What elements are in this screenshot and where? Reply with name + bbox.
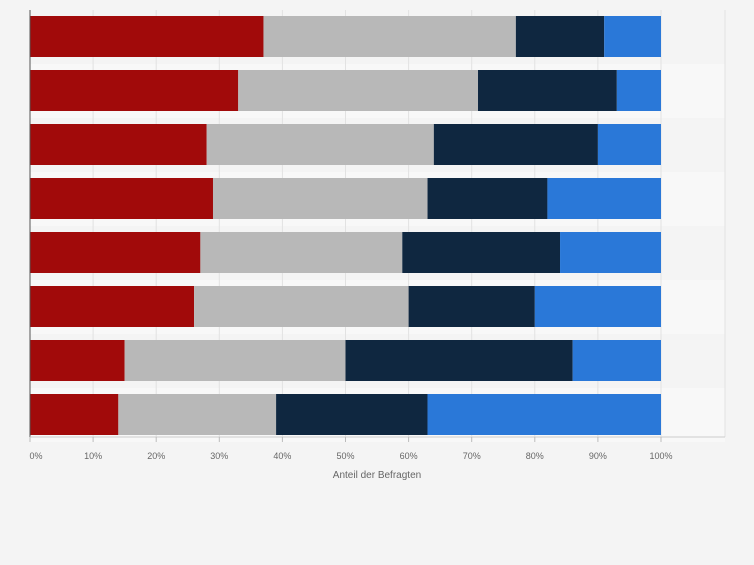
x-tick-label: 50% <box>336 451 354 461</box>
x-tick-label: 100% <box>649 451 672 461</box>
bar-segment-row6-series2 <box>194 286 409 327</box>
bar-segment-row2-series3 <box>478 70 617 111</box>
bar-segment-row1-series3 <box>515 16 605 57</box>
x-tick-label: 40% <box>273 451 291 461</box>
bar-segment-row4-series3 <box>427 178 548 219</box>
x-tick-labels: 0% 10% 20% 30% 40% 50% 60% 70% 80% 90% 100% <box>29 451 672 461</box>
x-tick-label: 0% <box>29 451 42 461</box>
bar-segment-row4-series4 <box>547 178 661 219</box>
bar-segment-row7-series3 <box>345 340 573 381</box>
x-tick-label: 80% <box>526 451 544 461</box>
bar-segment-row3-series1 <box>30 124 207 165</box>
bar-segment-row7-series4 <box>572 340 661 381</box>
x-tick-label: 30% <box>210 451 228 461</box>
bar-segment-row1-series4 <box>604 16 661 57</box>
bar-segment-row6-series3 <box>408 286 535 327</box>
bar-segment-row5-series1 <box>30 232 201 273</box>
bar-segment-row7-series2 <box>124 340 346 381</box>
bar-segment-row5-series3 <box>402 232 561 273</box>
x-tick-label: 90% <box>589 451 607 461</box>
x-axis <box>29 10 725 442</box>
bar-segment-row2-series4 <box>616 70 661 111</box>
x-tick-label: 10% <box>84 451 102 461</box>
bar-segment-row8-series1 <box>30 394 119 435</box>
bar-segment-row6-series4 <box>534 286 661 327</box>
bar-segment-row8-series4 <box>427 394 661 435</box>
bar-segment-row4-series1 <box>30 178 213 219</box>
x-axis-label: Anteil der Befragten <box>333 470 421 481</box>
bar-segment-row2-series2 <box>238 70 479 111</box>
bar-segment-row6-series1 <box>30 286 195 327</box>
x-tick-label: 60% <box>400 451 418 461</box>
bar-segment-row8-series3 <box>276 394 428 435</box>
bar-segment-row7-series1 <box>30 340 125 381</box>
bars <box>30 16 661 435</box>
bar-segment-row1-series2 <box>263 16 516 57</box>
bar-segment-row3-series2 <box>206 124 434 165</box>
bar-segment-row3-series4 <box>597 124 661 165</box>
bar-segment-row8-series2 <box>118 394 277 435</box>
bar-segment-row4-series2 <box>212 178 428 219</box>
bar-segment-row5-series2 <box>200 232 403 273</box>
bar-segment-row1-series1 <box>30 16 264 57</box>
bar-segment-row5-series4 <box>560 232 661 273</box>
bar-segment-row3-series3 <box>433 124 598 165</box>
x-tick-label: 20% <box>147 451 165 461</box>
bar-segment-row2-series1 <box>30 70 239 111</box>
x-tick-label: 70% <box>463 451 481 461</box>
